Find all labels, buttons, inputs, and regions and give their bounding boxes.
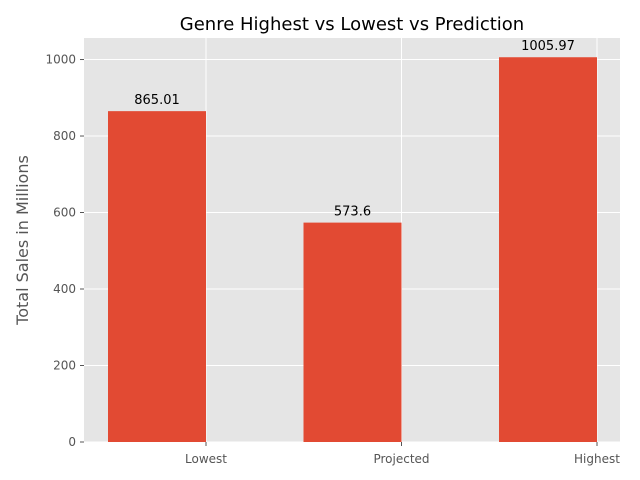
data-label-lowest: 865.01 bbox=[134, 93, 180, 108]
x-tick-label-projected: Projected bbox=[373, 452, 429, 466]
y-tick-label: 200 bbox=[53, 359, 76, 373]
data-label-highest: 1005.97 bbox=[521, 39, 575, 54]
y-tick-label: 800 bbox=[53, 129, 76, 143]
chart-title: Genre Highest vs Lowest vs Prediction bbox=[180, 14, 524, 35]
bars bbox=[108, 57, 597, 442]
data-label-projected: 573.6 bbox=[334, 205, 371, 220]
y-axis-label: Total Sales in Millions bbox=[13, 155, 32, 326]
bar-projected bbox=[303, 222, 402, 442]
x-tick-label-highest: Highest bbox=[574, 452, 620, 466]
x-axis-ticks: Lowest Projected Highest bbox=[185, 442, 620, 466]
y-axis-ticks: 0 200 400 600 800 1000 bbox=[45, 53, 84, 449]
bar-highest bbox=[499, 57, 597, 442]
y-tick-label: 600 bbox=[53, 206, 76, 220]
bar-lowest bbox=[108, 111, 206, 442]
y-tick-label: 400 bbox=[53, 282, 76, 296]
y-tick-label: 0 bbox=[68, 435, 76, 449]
y-tick-label: 1000 bbox=[45, 53, 76, 67]
data-labels: 865.01 573.6 1005.97 bbox=[134, 39, 575, 219]
x-tick-label-lowest: Lowest bbox=[185, 452, 227, 466]
